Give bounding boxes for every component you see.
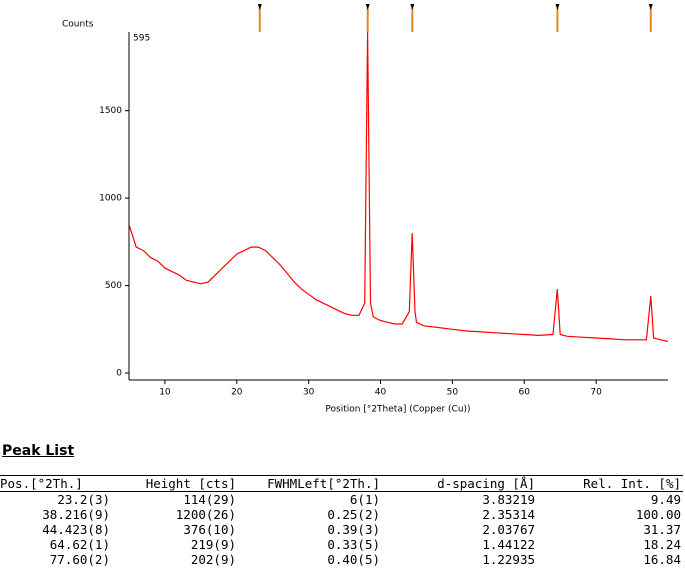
x-tick-label: 40 — [375, 388, 387, 398]
table-cell: 114(29) — [183, 492, 236, 507]
peak-marker-head — [410, 4, 415, 10]
table-cell: 1200(26) — [175, 507, 236, 522]
table-cell: 16.84 — [643, 552, 681, 567]
peak-marker-head — [257, 4, 262, 10]
table-row: 64.62(1) 219(9) 0.33(5) 1.44122 18.24 — [0, 537, 683, 552]
table-row: 44.423(8) 376(10) 0.39(3) 2.03767 31.37 — [0, 522, 683, 537]
table-cell: 23.2(3) — [57, 492, 110, 507]
table-cell: 6(1) — [349, 492, 380, 507]
y-tick-label: 1000 — [99, 194, 122, 204]
header-row: Pos.[°2Th.] Height [cts] FWHMLeft[°2Th.] d-… — [0, 475, 683, 492]
table-row: 77.60(2) 202(9) 0.40(5) 1.22935 16.84 — [0, 552, 683, 567]
table-cell: 376(10) — [183, 522, 236, 537]
table-cell: 0.25(2) — [327, 507, 380, 522]
table-cell: 77.60(2) — [49, 552, 110, 567]
table-cell: 1.22935 — [482, 552, 535, 567]
x-title: Position [°2Theta] (Copper (Cu)) — [325, 405, 470, 415]
column-header: Rel. Int. [%] — [537, 475, 683, 492]
y-tick-label: 1500 — [99, 106, 122, 116]
column-header: FWHMLeft[°2Th.] — [238, 475, 382, 492]
table-cell: 100.00 — [635, 507, 681, 522]
table-cell: 9.49 — [650, 492, 681, 507]
x-tick-label: 50 — [447, 388, 459, 398]
column-header: d-spacing [Å] — [382, 475, 537, 492]
peak-marker-head — [365, 4, 370, 10]
chart: Counts 595 Position [°2Theta] (Copper (C… — [62, 4, 668, 415]
table-cell: 0.40(5) — [327, 552, 380, 567]
table-cell: 64.62(1) — [49, 537, 110, 552]
table-cell: 219(9) — [190, 537, 236, 552]
y-title: Counts — [62, 20, 94, 30]
table-cell: 18.24 — [643, 537, 681, 552]
table-cell: 0.39(3) — [327, 522, 380, 537]
x-tick-label: 10 — [159, 388, 171, 398]
table-cell: 38.216(9) — [42, 507, 110, 522]
peak-table: Pos.[°2Th.] Height [cts] FWHMLeft[°2Th.] d-… — [0, 475, 683, 567]
table-row: 23.2(3) 114(29) 6(1) 3.83219 9.49 — [0, 492, 683, 508]
table-cell: 31.37 — [643, 522, 681, 537]
table-title: Peak List — [2, 443, 75, 459]
x-tick-label: 20 — [231, 388, 243, 398]
table-row: 38.216(9) 1200(26) 0.25(2) 2.35314 100.00 — [0, 507, 683, 522]
table-cell: 2.35314 — [482, 507, 535, 522]
column-header: Height [cts] — [112, 475, 238, 492]
x-tick-label: 70 — [590, 388, 602, 398]
table-cell: 2.03767 — [482, 522, 535, 537]
peak-marker-head — [648, 4, 653, 10]
column-header: Pos.[°2Th.] — [0, 475, 112, 492]
x-tick-label: 60 — [519, 388, 531, 398]
y-tick-label: 500 — [105, 281, 122, 291]
y-tick-label: 0 — [116, 369, 122, 379]
table-cell: 1.44122 — [482, 537, 535, 552]
annotation: 595 — [133, 34, 150, 44]
x-tick-label: 30 — [303, 388, 315, 398]
peak-marker-head — [555, 4, 560, 10]
table-cell: 44.423(8) — [42, 522, 110, 537]
table-cell: 202(9) — [190, 552, 236, 567]
table-cell: 3.83219 — [482, 492, 535, 507]
data-line — [129, 32, 668, 343]
table-cell: 0.33(5) — [327, 537, 380, 552]
